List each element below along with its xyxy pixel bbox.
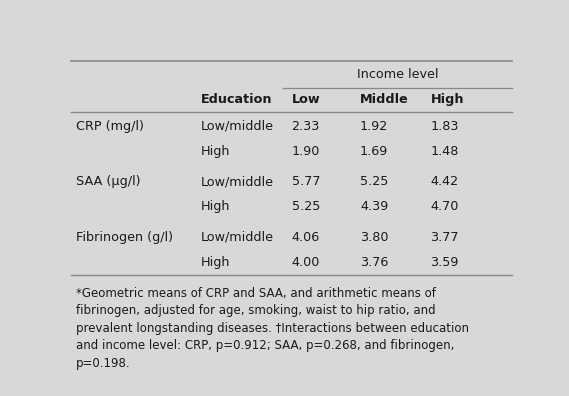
Text: Middle: Middle xyxy=(360,93,409,106)
Text: High: High xyxy=(201,145,230,158)
Text: 3.80: 3.80 xyxy=(360,231,389,244)
Text: 5.25: 5.25 xyxy=(291,200,320,213)
Text: Low/middle: Low/middle xyxy=(201,231,274,244)
Text: Low/middle: Low/middle xyxy=(201,120,274,133)
Text: CRP (mg/l): CRP (mg/l) xyxy=(76,120,143,133)
Text: 3.59: 3.59 xyxy=(431,256,459,269)
Text: Income level: Income level xyxy=(357,68,438,81)
Text: Education: Education xyxy=(201,93,273,106)
Text: 2.33: 2.33 xyxy=(291,120,320,133)
Text: High: High xyxy=(201,256,230,269)
Text: 1.83: 1.83 xyxy=(431,120,459,133)
Text: 4.06: 4.06 xyxy=(291,231,320,244)
Text: Fibrinogen (g/l): Fibrinogen (g/l) xyxy=(76,231,172,244)
Text: Low: Low xyxy=(291,93,320,106)
Text: 4.70: 4.70 xyxy=(431,200,459,213)
Text: 1.90: 1.90 xyxy=(291,145,320,158)
Text: 1.48: 1.48 xyxy=(431,145,459,158)
Text: SAA (μg/l): SAA (μg/l) xyxy=(76,175,140,188)
Text: High: High xyxy=(431,93,464,106)
Text: High: High xyxy=(201,200,230,213)
Text: 5.25: 5.25 xyxy=(360,175,388,188)
Text: *Geometric means of CRP and SAA, and arithmetic means of
fibrinogen, adjusted fo: *Geometric means of CRP and SAA, and ari… xyxy=(76,287,468,370)
Text: 3.76: 3.76 xyxy=(360,256,388,269)
Text: 1.92: 1.92 xyxy=(360,120,388,133)
Text: 5.77: 5.77 xyxy=(291,175,320,188)
Text: 4.00: 4.00 xyxy=(291,256,320,269)
Text: 3.77: 3.77 xyxy=(431,231,459,244)
Text: 1.69: 1.69 xyxy=(360,145,388,158)
Text: Low/middle: Low/middle xyxy=(201,175,274,188)
Text: 4.39: 4.39 xyxy=(360,200,388,213)
Text: 4.42: 4.42 xyxy=(431,175,459,188)
